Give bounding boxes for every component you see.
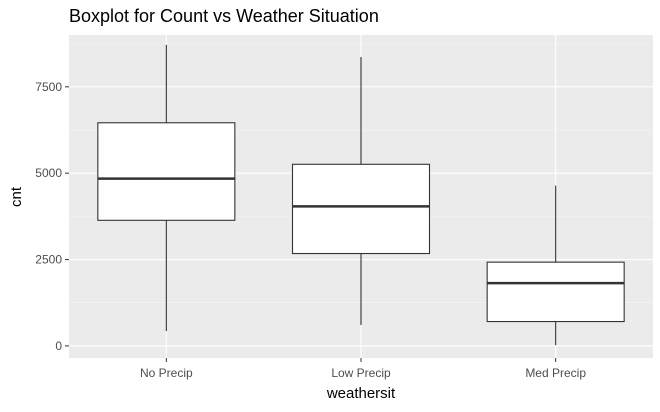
box-body <box>97 122 236 221</box>
x-axis: No Precip Low Precip Med Precip <box>140 358 586 380</box>
boxes-layer <box>97 44 625 346</box>
y-tick-label: 5000 <box>35 166 62 180</box>
y-tick-label: 0 <box>55 339 62 353</box>
x-tick-label: Med Precip <box>525 366 586 380</box>
box-low-precip <box>291 57 431 326</box>
x-axis-title: weathersit <box>326 385 396 402</box>
y-axis: 0 2500 5000 7500 <box>35 80 69 353</box>
chart-title: Boxplot for Count vs Weather Situation <box>69 6 379 26</box>
y-axis-title: cnt <box>8 186 25 207</box>
x-tick-label: No Precip <box>140 366 193 380</box>
box-med-precip <box>486 185 625 346</box>
box-body <box>291 163 431 255</box>
x-tick-label: Low Precip <box>331 366 391 380</box>
box-body <box>486 261 625 323</box>
y-tick-label: 7500 <box>35 80 62 94</box>
y-tick-label: 2500 <box>35 253 62 267</box>
box-no-precip <box>97 44 236 332</box>
